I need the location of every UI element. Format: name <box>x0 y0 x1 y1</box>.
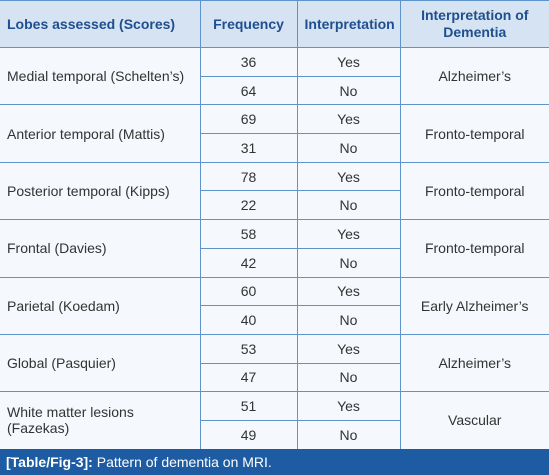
interpretation-cell: Yes <box>296 276 401 307</box>
frequency-cell: 31 <box>200 133 298 163</box>
frequency-cell: 58 <box>199 219 298 249</box>
frequency-cell: 40 <box>200 305 298 335</box>
frequency-cell: 60 <box>199 276 298 307</box>
dementia-cell: Fronto-temporal <box>399 219 549 278</box>
table-row: Anterior temporal (Mattis) 69 Yes Fronto-te… <box>0 104 549 163</box>
dementia-cell: Fronto-temporal <box>399 161 549 221</box>
interpretation-cell: No <box>296 247 400 278</box>
frequency-cell: 47 <box>200 362 298 393</box>
frequency-cell: 42 <box>200 247 298 278</box>
caption-label: [Table/Fig-3]: <box>6 454 93 470</box>
interpretation-cell: Yes <box>296 47 401 77</box>
interpretation-cell: Yes <box>296 333 401 364</box>
frequency-cell: 78 <box>199 161 298 192</box>
data-table: Lobes assessed (Scores) Frequency Interpre… <box>0 0 549 450</box>
frequency-cell: 69 <box>199 104 298 135</box>
lobe-cell: Posterior temporal (Kipps) <box>0 161 201 221</box>
interpretation-cell: No <box>296 362 400 393</box>
header-cell: Interpretation of Dementia <box>399 0 549 48</box>
table-row: Global (Pasquier) 53 Yes Alzheimer’s <box>0 333 549 393</box>
lobe-cell: Medial temporal (Schelten’s) <box>0 46 201 106</box>
dementia-cell: Alzheimer’s <box>399 46 549 106</box>
frequency-cell: 22 <box>200 190 298 221</box>
interpretation-cell: No <box>296 305 400 335</box>
caption: [Table/Fig-3]: Pattern of dementia on MR… <box>0 449 549 475</box>
frequency-cell: 53 <box>199 333 298 364</box>
header-row: Lobes assessed (Scores) Frequency Interpre… <box>0 0 549 48</box>
interpretation-cell: Yes <box>296 104 401 135</box>
lobe-cell: White matter lesions (Fazekas) <box>0 391 201 450</box>
dementia-cell: Alzheimer’s <box>399 333 549 393</box>
frequency-cell: 49 <box>200 419 298 450</box>
interpretation-cell: No <box>296 75 400 106</box>
table-row: Frontal (Davies) 58 Yes Fronto-temporal <box>0 219 549 278</box>
interpretation-cell: Yes <box>296 391 401 421</box>
lobe-cell: Frontal (Davies) <box>0 219 201 278</box>
caption-text: Pattern of dementia on MRI. <box>96 454 272 470</box>
interpretation-cell: Yes <box>296 161 401 192</box>
table-row: 47 No <box>0 362 549 393</box>
table-row: 40 No <box>0 305 549 335</box>
table-body: Medial temporal (Schelten’s) 36 Yes Alzheim… <box>0 46 549 450</box>
header-cell: Frequency <box>199 0 298 48</box>
frequency-cell: 36 <box>199 47 298 77</box>
table-row: Posterior temporal (Kipps) 78 Yes Fronto-te… <box>0 161 549 221</box>
interpretation-cell: No <box>296 133 400 163</box>
header-cell: Interpretation <box>296 0 401 48</box>
dementia-cell: Early Alzheimer’s <box>399 276 549 335</box>
table-row: White matter lesions (Fazekas) 51 Yes Vascu… <box>0 391 549 450</box>
lobe-cell: Anterior temporal (Mattis) <box>0 104 201 163</box>
table-row: 49 No <box>0 419 549 450</box>
frequency-cell: 51 <box>199 391 298 421</box>
table-row: 64 No <box>0 75 549 106</box>
table-row: Parietal (Koedam) 60 Yes Early Alzheimer’s <box>0 276 549 335</box>
dementia-cell: Vascular <box>399 391 549 450</box>
header-cell: Lobes assessed (Scores) <box>0 0 201 48</box>
lobe-cell: Global (Pasquier) <box>0 333 201 393</box>
interpretation-cell: Yes <box>296 219 401 249</box>
lobe-cell: Parietal (Koedam) <box>0 276 201 335</box>
interpretation-cell: No <box>296 419 400 450</box>
table-row: 42 No <box>0 247 549 278</box>
table-row: Medial temporal (Schelten’s) 36 Yes Alzheim… <box>0 46 549 106</box>
interpretation-cell: No <box>296 190 400 221</box>
dementia-cell: Fronto-temporal <box>399 104 549 163</box>
frequency-cell: 64 <box>200 75 298 106</box>
